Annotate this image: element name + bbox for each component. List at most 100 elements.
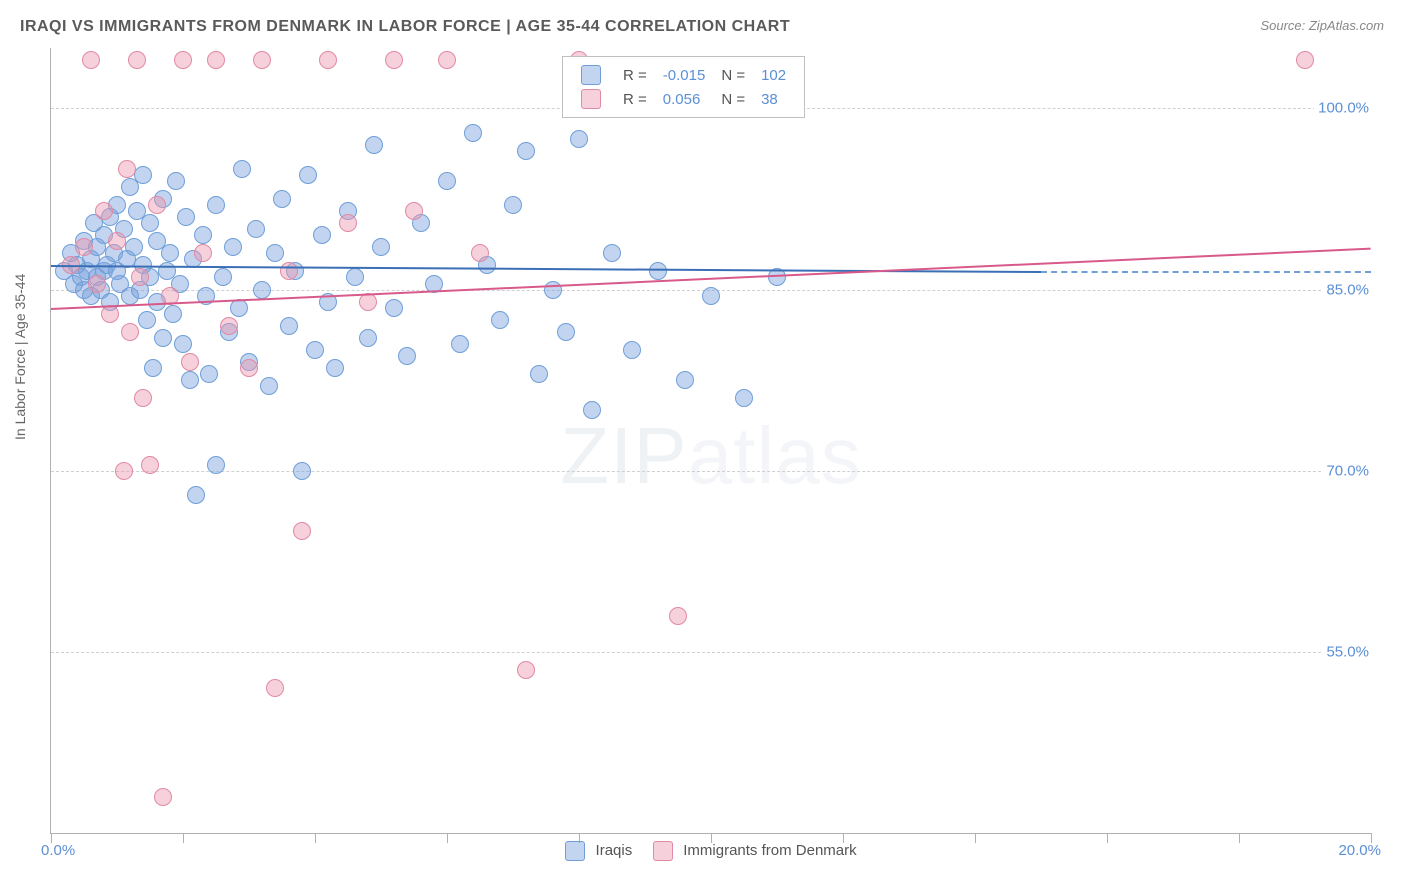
data-point — [154, 329, 172, 347]
data-point — [280, 317, 298, 335]
data-point — [346, 268, 364, 286]
series-legend: Iraqis Immigrants from Denmark — [51, 841, 1371, 861]
data-point — [207, 456, 225, 474]
chart-title: IRAQI VS IMMIGRANTS FROM DENMARK IN LABO… — [20, 18, 790, 36]
data-point — [131, 268, 149, 286]
stats-row-denmark: R = 0.056 N = 38 — [573, 87, 794, 111]
data-point — [224, 238, 242, 256]
data-point — [676, 371, 694, 389]
data-point — [240, 359, 258, 377]
data-point — [1296, 51, 1314, 69]
stats-R-label: R = — [615, 63, 655, 87]
data-point — [326, 359, 344, 377]
data-point — [451, 335, 469, 353]
data-point — [121, 323, 139, 341]
y-axis-label: 100.0% — [1314, 100, 1373, 117]
data-point — [557, 323, 575, 341]
data-point — [313, 226, 331, 244]
data-point — [181, 371, 199, 389]
data-point — [207, 51, 225, 69]
legend-swatch-iraqis — [565, 841, 585, 861]
data-point — [266, 679, 284, 697]
data-point — [128, 51, 146, 69]
source-attribution: Source: ZipAtlas.com — [1260, 18, 1384, 33]
data-point — [108, 232, 126, 250]
data-point — [603, 244, 621, 262]
y-axis-title: In Labor Force | Age 35-44 — [12, 274, 28, 440]
data-point — [187, 486, 205, 504]
y-axis-label: 55.0% — [1322, 643, 1373, 660]
data-point — [75, 238, 93, 256]
data-point — [154, 788, 172, 806]
data-point — [82, 51, 100, 69]
stats-N-iraqis: 102 — [753, 63, 794, 87]
stats-N-label: N = — [713, 63, 753, 87]
data-point — [530, 365, 548, 383]
stats-R-iraqis: -0.015 — [655, 63, 714, 87]
stats-table: R = -0.015 N = 102 R = 0.056 N = 38 — [573, 63, 794, 111]
data-point — [138, 311, 156, 329]
data-point — [247, 220, 265, 238]
data-point — [220, 317, 238, 335]
data-point — [164, 305, 182, 323]
data-point — [125, 238, 143, 256]
data-point — [174, 51, 192, 69]
data-point — [214, 268, 232, 286]
data-point — [233, 160, 251, 178]
data-point — [299, 166, 317, 184]
watermark-bold: ZIP — [560, 411, 687, 500]
data-point — [88, 275, 106, 293]
data-point — [177, 208, 195, 226]
data-point — [438, 51, 456, 69]
y-axis-label: 85.0% — [1322, 281, 1373, 298]
data-point — [339, 214, 357, 232]
data-point — [167, 172, 185, 190]
watermark: ZIPatlas — [560, 410, 861, 502]
legend-label-iraqis: Iraqis — [596, 842, 633, 859]
stats-swatch-iraqis — [581, 65, 601, 85]
data-point — [95, 202, 113, 220]
data-point — [141, 456, 159, 474]
legend-swatch-denmark — [653, 841, 673, 861]
data-point — [207, 196, 225, 214]
data-point — [319, 51, 337, 69]
data-point — [365, 136, 383, 154]
data-point — [702, 287, 720, 305]
data-point — [194, 226, 212, 244]
data-point — [293, 462, 311, 480]
data-point — [649, 262, 667, 280]
data-point — [280, 262, 298, 280]
data-point — [735, 389, 753, 407]
data-point — [438, 172, 456, 190]
data-point — [115, 462, 133, 480]
plot-area: ZIPatlas 55.0%70.0%85.0%100.0% 0.0% 20.0… — [50, 48, 1371, 834]
data-point — [583, 401, 601, 419]
data-point — [253, 281, 271, 299]
data-point — [141, 214, 159, 232]
data-point — [504, 196, 522, 214]
data-point — [372, 238, 390, 256]
data-point — [134, 389, 152, 407]
data-point — [134, 166, 152, 184]
data-point — [405, 202, 423, 220]
data-point — [181, 353, 199, 371]
data-point — [148, 196, 166, 214]
data-point — [544, 281, 562, 299]
data-point — [306, 341, 324, 359]
stats-R-denmark: 0.056 — [655, 87, 714, 111]
gridline — [51, 652, 1371, 653]
data-point — [161, 244, 179, 262]
stats-R-label: R = — [615, 87, 655, 111]
legend-label-denmark: Immigrants from Denmark — [683, 842, 856, 859]
data-point — [464, 124, 482, 142]
data-point — [266, 244, 284, 262]
data-point — [669, 607, 687, 625]
data-point — [517, 142, 535, 160]
stats-N-label: N = — [713, 87, 753, 111]
data-point — [118, 160, 136, 178]
data-point — [359, 329, 377, 347]
data-point — [194, 244, 212, 262]
data-point — [273, 190, 291, 208]
data-point — [200, 365, 218, 383]
stats-legend: R = -0.015 N = 102 R = 0.056 N = 38 — [562, 56, 805, 118]
